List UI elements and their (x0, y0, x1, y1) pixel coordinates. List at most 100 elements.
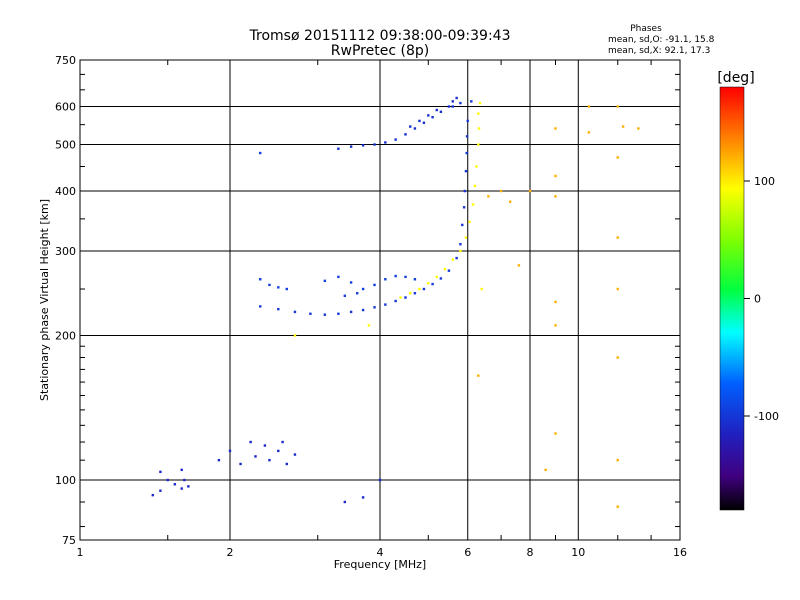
data-point (443, 267, 447, 271)
data-point (268, 283, 271, 287)
chart-subtitle: RwPretec (8p) (331, 43, 429, 59)
colorbar-tick-label: 100 (754, 175, 775, 188)
data-point (409, 292, 412, 295)
data-point (413, 292, 417, 295)
data-point (517, 264, 521, 267)
data-point (439, 110, 443, 113)
x-tick-label: 2 (227, 546, 234, 559)
data-point (394, 138, 397, 141)
data-point (465, 151, 468, 155)
data-point (459, 101, 462, 105)
data-point (259, 151, 262, 155)
x-tick-label: 1 (77, 546, 84, 559)
data-point (439, 277, 443, 280)
data-point (477, 112, 480, 115)
chart-title: Tromsø 20151112 09:38:00-09:39:43 (249, 28, 511, 44)
data-point (394, 274, 397, 278)
data-point (451, 105, 455, 108)
data-point (159, 470, 162, 474)
data-point (477, 374, 480, 377)
data-point (384, 278, 387, 281)
data-point (259, 305, 262, 308)
data-point (471, 203, 475, 206)
colorbar-label: [deg] (717, 70, 754, 86)
data-point (616, 356, 619, 359)
data-point (263, 444, 267, 447)
data-point (217, 458, 221, 462)
data-point (431, 282, 434, 286)
data-point (466, 119, 469, 123)
colorbar-tick-label: -100 (754, 410, 779, 423)
data-point (554, 324, 557, 327)
x-tick-label: 4 (377, 546, 384, 559)
data-point (404, 275, 407, 279)
data-point (455, 96, 458, 100)
data-point (554, 174, 557, 178)
data-point (616, 156, 619, 159)
data-point (323, 313, 327, 316)
data-point (480, 287, 483, 291)
stats-heading: Phases (630, 24, 662, 34)
data-point (180, 468, 183, 472)
data-point (477, 143, 480, 146)
data-point (180, 487, 183, 490)
data-point (249, 440, 252, 444)
y-tick-label: 500 (55, 139, 76, 152)
data-point (422, 287, 426, 291)
data-point (427, 282, 430, 285)
data-point (451, 258, 455, 261)
data-point (166, 478, 169, 482)
data-point (616, 105, 619, 108)
data-point (464, 169, 468, 173)
data-point (187, 485, 190, 488)
data-point (349, 281, 353, 284)
y-tick-label: 100 (55, 474, 76, 487)
y-tick-label: 75 (62, 534, 76, 547)
y-tick-label: 400 (55, 185, 76, 198)
data-point (422, 121, 426, 124)
data-point (528, 189, 532, 193)
data-point (337, 312, 340, 315)
data-point (413, 127, 417, 130)
y-axis-ticks: 75 100 200 300 400 500 600 750 (55, 54, 76, 547)
data-point (464, 236, 468, 239)
data-point (508, 200, 512, 203)
data-point (616, 505, 619, 508)
data-point (343, 294, 347, 297)
data-point (285, 287, 288, 291)
data-point (361, 144, 365, 147)
data-point (337, 147, 340, 150)
x-tick-label: 16 (673, 546, 687, 559)
data-point (159, 489, 162, 492)
data-point (183, 478, 186, 482)
data-point (435, 108, 438, 112)
data-point (281, 440, 284, 444)
data-point (451, 100, 455, 103)
data-point (404, 296, 407, 299)
data-point (463, 189, 467, 193)
data-point (459, 249, 462, 253)
data-point (554, 195, 557, 198)
data-point (399, 296, 402, 299)
data-point (499, 189, 503, 193)
data-point (435, 275, 438, 279)
data-point (384, 303, 387, 306)
data-point (228, 449, 232, 453)
colorbar-tick-label: 0 (754, 293, 761, 306)
data-point (277, 307, 280, 311)
data-point (465, 135, 469, 138)
y-tick-label: 750 (55, 54, 76, 67)
data-point (475, 165, 478, 168)
stats-o-mode: mean, sd,O: -91.1, 15.8 (608, 35, 715, 45)
data-point (473, 184, 477, 188)
y-tick-label: 200 (55, 330, 76, 343)
data-points (151, 96, 640, 508)
y-axis-label: Stationary phase Virtual Height [km] (38, 199, 51, 401)
data-point (361, 308, 365, 312)
data-point (373, 283, 376, 287)
data-point (285, 462, 288, 466)
grid-lines (80, 60, 680, 540)
data-point (355, 292, 359, 295)
data-point (268, 458, 271, 462)
data-point (373, 306, 376, 309)
